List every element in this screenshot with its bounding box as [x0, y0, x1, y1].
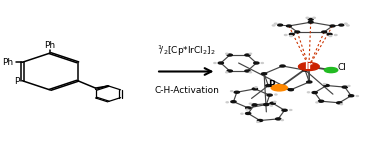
Circle shape: [252, 104, 257, 106]
Circle shape: [272, 25, 275, 26]
Circle shape: [288, 89, 293, 91]
Circle shape: [227, 70, 232, 72]
Circle shape: [266, 85, 271, 87]
Circle shape: [270, 105, 273, 106]
Circle shape: [231, 101, 236, 103]
Circle shape: [249, 72, 251, 73]
Circle shape: [267, 94, 272, 96]
Circle shape: [308, 21, 313, 23]
Circle shape: [278, 24, 282, 26]
Circle shape: [295, 31, 300, 33]
Circle shape: [284, 34, 287, 35]
Text: Ph: Ph: [2, 58, 13, 67]
Circle shape: [226, 72, 228, 73]
Circle shape: [246, 109, 248, 110]
Circle shape: [339, 24, 344, 26]
Circle shape: [342, 86, 347, 88]
Circle shape: [307, 92, 310, 93]
Text: Cl: Cl: [338, 63, 347, 72]
Circle shape: [335, 34, 337, 35]
Circle shape: [324, 67, 338, 73]
Circle shape: [337, 102, 342, 104]
Circle shape: [316, 102, 318, 103]
Circle shape: [340, 104, 342, 105]
Circle shape: [344, 23, 347, 24]
Circle shape: [226, 53, 228, 54]
Circle shape: [249, 103, 251, 104]
Circle shape: [234, 91, 239, 93]
Circle shape: [275, 94, 277, 95]
Circle shape: [262, 73, 267, 75]
Circle shape: [322, 31, 327, 33]
Circle shape: [307, 81, 312, 83]
Circle shape: [274, 101, 276, 102]
Text: Ph: Ph: [44, 41, 56, 50]
Circle shape: [312, 92, 317, 94]
Circle shape: [257, 120, 263, 122]
Circle shape: [281, 120, 284, 121]
Circle shape: [327, 33, 332, 35]
Circle shape: [241, 113, 243, 114]
Circle shape: [308, 18, 313, 20]
Circle shape: [231, 91, 233, 92]
Circle shape: [254, 62, 259, 64]
Circle shape: [270, 102, 275, 104]
Circle shape: [347, 25, 349, 26]
Circle shape: [290, 36, 293, 37]
Circle shape: [329, 36, 332, 37]
Text: P: P: [268, 80, 275, 89]
Text: C-H-Activation: C-H-Activation: [154, 86, 219, 95]
Text: Ir: Ir: [304, 61, 313, 71]
Circle shape: [349, 95, 354, 97]
Circle shape: [276, 118, 281, 120]
Circle shape: [226, 102, 228, 103]
Circle shape: [245, 54, 250, 56]
Circle shape: [313, 17, 315, 18]
Text: P: P: [14, 77, 19, 86]
Circle shape: [249, 53, 251, 54]
Circle shape: [252, 88, 257, 90]
Circle shape: [287, 25, 291, 27]
Circle shape: [227, 54, 232, 56]
Text: $^{1}\!/_2$[Cp*IrCl$_2$]$_2$: $^{1}\!/_2$[Cp*IrCl$_2$]$_2$: [157, 44, 216, 58]
Circle shape: [324, 85, 329, 87]
Circle shape: [218, 62, 223, 64]
Circle shape: [330, 25, 335, 27]
Circle shape: [323, 84, 325, 85]
Circle shape: [299, 63, 319, 70]
Circle shape: [290, 33, 294, 35]
Circle shape: [318, 100, 324, 102]
Circle shape: [255, 87, 257, 88]
Circle shape: [280, 65, 285, 67]
Circle shape: [282, 109, 287, 111]
Circle shape: [246, 107, 251, 109]
Circle shape: [246, 112, 251, 114]
Circle shape: [271, 85, 287, 91]
Circle shape: [264, 104, 269, 106]
Circle shape: [302, 69, 308, 71]
Circle shape: [306, 17, 309, 18]
Circle shape: [245, 70, 250, 72]
Circle shape: [274, 23, 277, 24]
